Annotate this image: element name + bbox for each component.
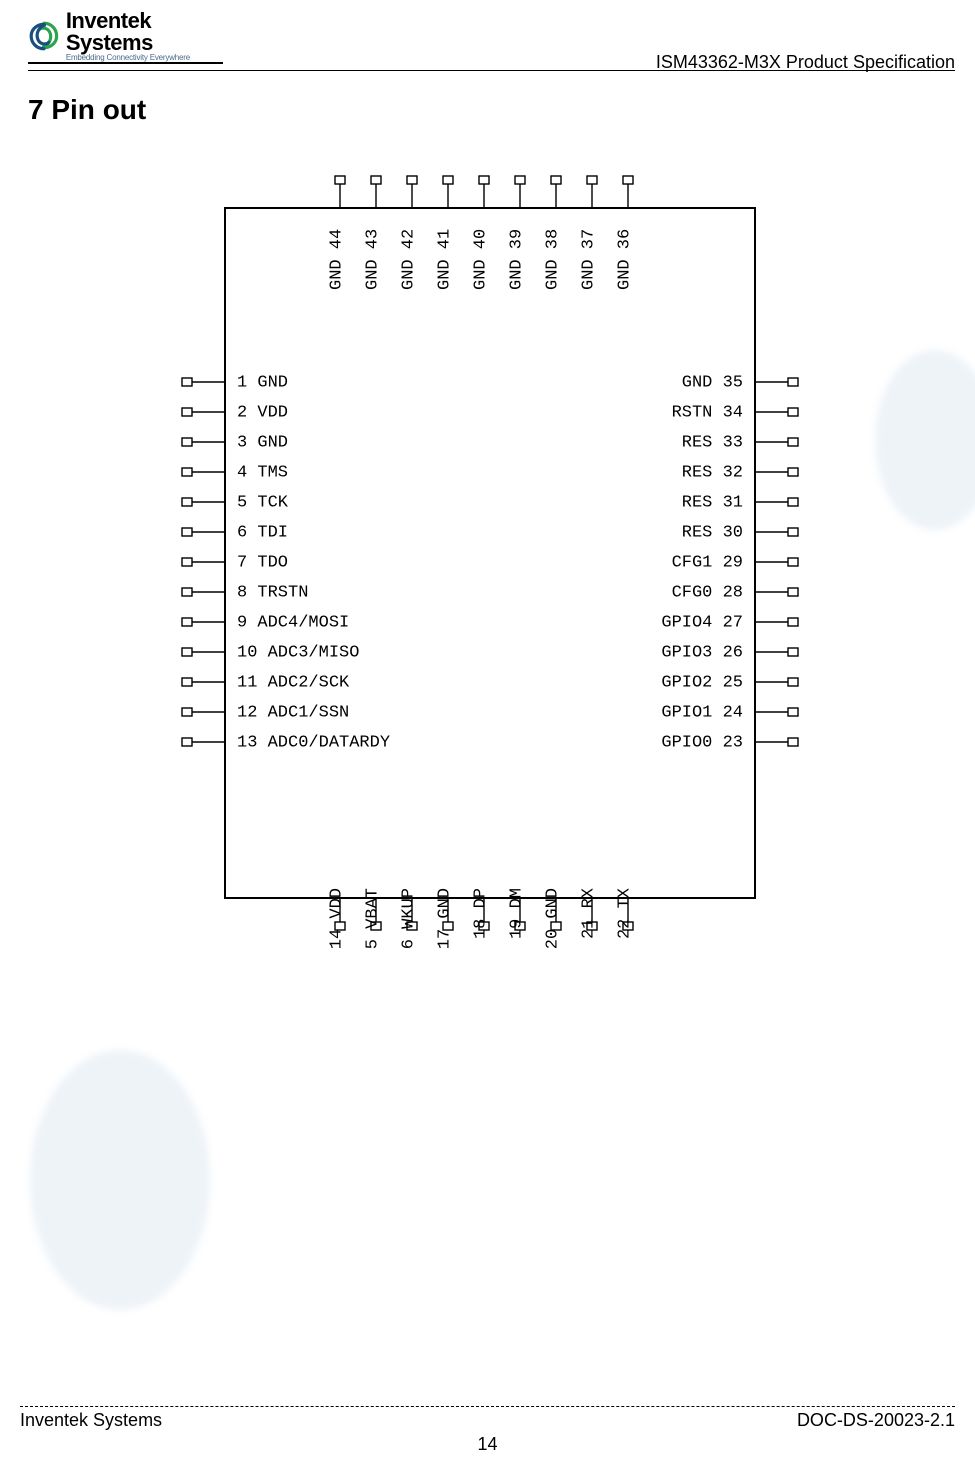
svg-text:3 GND: 3 GND [237, 433, 288, 452]
svg-text:RES 30: RES 30 [682, 523, 743, 542]
svg-text:GND 42: GND 42 [399, 229, 418, 290]
svg-text:GPIO2 25: GPIO2 25 [661, 673, 743, 692]
svg-text:21 RX: 21 RX [579, 888, 598, 939]
logo: Inventek Systems Embedding Connectivity … [28, 12, 223, 60]
footer-right: DOC-DS-20023-2.1 [797, 1410, 955, 1431]
svg-text:19 DM: 19 DM [507, 888, 526, 939]
svg-text:GPIO1 24: GPIO1 24 [661, 703, 743, 722]
logo-swirl-icon [28, 18, 60, 54]
svg-text:RSTN 34: RSTN 34 [672, 403, 743, 422]
svg-text:CFG0 28: CFG0 28 [672, 583, 743, 602]
svg-text:RES 31: RES 31 [682, 493, 743, 512]
svg-text:GND 35: GND 35 [682, 373, 743, 392]
page-header: Inventek Systems Embedding Connectivity … [28, 12, 955, 72]
svg-text:22 TX: 22 TX [615, 888, 634, 939]
svg-text:10 ADC3/MISO: 10 ADC3/MISO [237, 643, 359, 662]
svg-text:GND 40: GND 40 [471, 229, 490, 290]
svg-text:9 ADC4/MOSI: 9 ADC4/MOSI [237, 613, 349, 632]
svg-text:17 GND: 17 GND [435, 888, 454, 949]
footer-left: Inventek Systems [20, 1410, 162, 1431]
svg-text:RES 32: RES 32 [682, 463, 743, 482]
svg-text:5 TCK: 5 TCK [237, 493, 289, 512]
svg-text:GND 41: GND 41 [435, 229, 454, 290]
svg-text:RES 33: RES 33 [682, 433, 743, 452]
svg-text:13 ADC0/DATARDY: 13 ADC0/DATARDY [237, 733, 390, 752]
pinout-diagram: GND 44 GND 43 GND 42 GND 41 GND 40 GND 39 GND … [145, 160, 845, 950]
svg-text:1 GND: 1 GND [237, 373, 288, 392]
svg-text:GND 38: GND 38 [543, 229, 562, 290]
svg-text:GND 39: GND 39 [507, 229, 526, 290]
svg-text:16 WKUP: 16 WKUP [399, 888, 418, 950]
svg-text:GPIO3 26: GPIO3 26 [661, 643, 743, 662]
footer-page: 14 [0, 1434, 975, 1455]
svg-text:2 VDD: 2 VDD [237, 403, 288, 422]
svg-text:20 GND: 20 GND [543, 888, 562, 949]
svg-text:15 VBAT: 15 VBAT [363, 888, 382, 950]
svg-text:GND 37: GND 37 [579, 229, 598, 290]
svg-text:GPIO4 27: GPIO4 27 [661, 613, 743, 632]
svg-text:6 TDI: 6 TDI [237, 523, 288, 542]
logo-text: Inventek Systems Embedding Connectivity … [66, 10, 223, 62]
svg-text:12 ADC1/SSN: 12 ADC1/SSN [237, 703, 349, 722]
svg-text:4 TMS: 4 TMS [237, 463, 288, 482]
watermark-blob [30, 1050, 210, 1310]
svg-text:GPIO0 23: GPIO0 23 [661, 733, 743, 752]
svg-text:CFG1 29: CFG1 29 [672, 553, 743, 572]
logo-brand: Inventek Systems [66, 10, 223, 54]
svg-text:7 TDO: 7 TDO [237, 553, 288, 572]
logo-underline [28, 62, 223, 64]
logo-tagline: Embedding Connectivity Everywhere [66, 54, 223, 62]
section-heading: 7 Pin out [28, 94, 146, 126]
svg-text:14 VDD: 14 VDD [327, 888, 346, 949]
svg-text:GND 43: GND 43 [363, 229, 382, 290]
svg-text:8 TRSTN: 8 TRSTN [237, 583, 308, 602]
header-separator [28, 70, 955, 71]
svg-text:GND 44: GND 44 [327, 229, 346, 290]
svg-text:GND 36: GND 36 [615, 229, 634, 290]
footer-separator [20, 1406, 955, 1407]
watermark-blob [875, 350, 975, 530]
svg-text:11 ADC2/SCK: 11 ADC2/SCK [237, 673, 350, 692]
svg-text:18 DP: 18 DP [471, 888, 490, 939]
